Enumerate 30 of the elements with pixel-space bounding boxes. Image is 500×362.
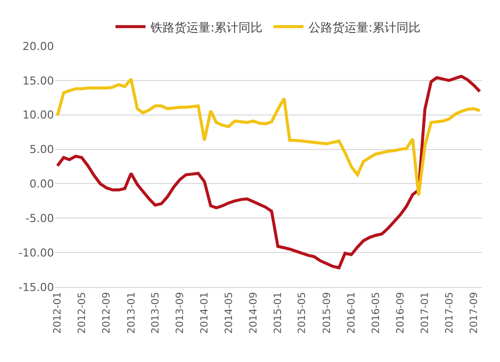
x-tick-label: 2014-05 bbox=[224, 292, 235, 334]
legend-label: 铁路货运量:累计同比 bbox=[150, 20, 263, 34]
x-tick-label: 2015-09 bbox=[322, 292, 333, 334]
y-tick-label: -10.00 bbox=[18, 246, 54, 260]
line-series bbox=[56, 74, 482, 270]
x-tick-label: 2012-01 bbox=[52, 292, 64, 334]
x-tick-label: 2017-01 bbox=[420, 292, 432, 334]
y-tick-label: 20.00 bbox=[22, 40, 54, 53]
x-tick-label: 2013-01 bbox=[126, 292, 138, 334]
x-tick-label: 2013-09 bbox=[175, 292, 186, 334]
x-tick-label: 2016-01 bbox=[346, 292, 358, 334]
legend-label: 公路货运量:累计同比 bbox=[308, 20, 421, 34]
x-tick-label: 2012-09 bbox=[102, 292, 113, 334]
line-series bbox=[56, 78, 482, 197]
x-tick-label: 2015-01 bbox=[273, 292, 284, 334]
y-tick-label: -15.00 bbox=[18, 280, 54, 294]
x-tick-label: 2016-09 bbox=[396, 292, 407, 334]
x-tick-label: 2017-05 bbox=[444, 292, 456, 334]
y-tick-label: 5.00 bbox=[30, 143, 54, 156]
x-tick-label: 2012-05 bbox=[77, 292, 88, 334]
x-tick-label: 2016-05 bbox=[370, 292, 382, 334]
y-tick-label: 10.00 bbox=[22, 108, 54, 122]
x-tick-label: 2017-09 bbox=[469, 292, 480, 334]
x-tick-label: 2015-05 bbox=[297, 292, 308, 334]
x-tick-label: 2014-09 bbox=[248, 292, 260, 334]
x-tick-label: 2013-05 bbox=[150, 292, 162, 334]
y-tick-label: 0.00 bbox=[30, 178, 54, 191]
y-tick-label: -5.00 bbox=[26, 212, 54, 225]
x-tick-label: 2014-01 bbox=[200, 292, 211, 334]
y-tick-label: 15.00 bbox=[22, 74, 54, 88]
